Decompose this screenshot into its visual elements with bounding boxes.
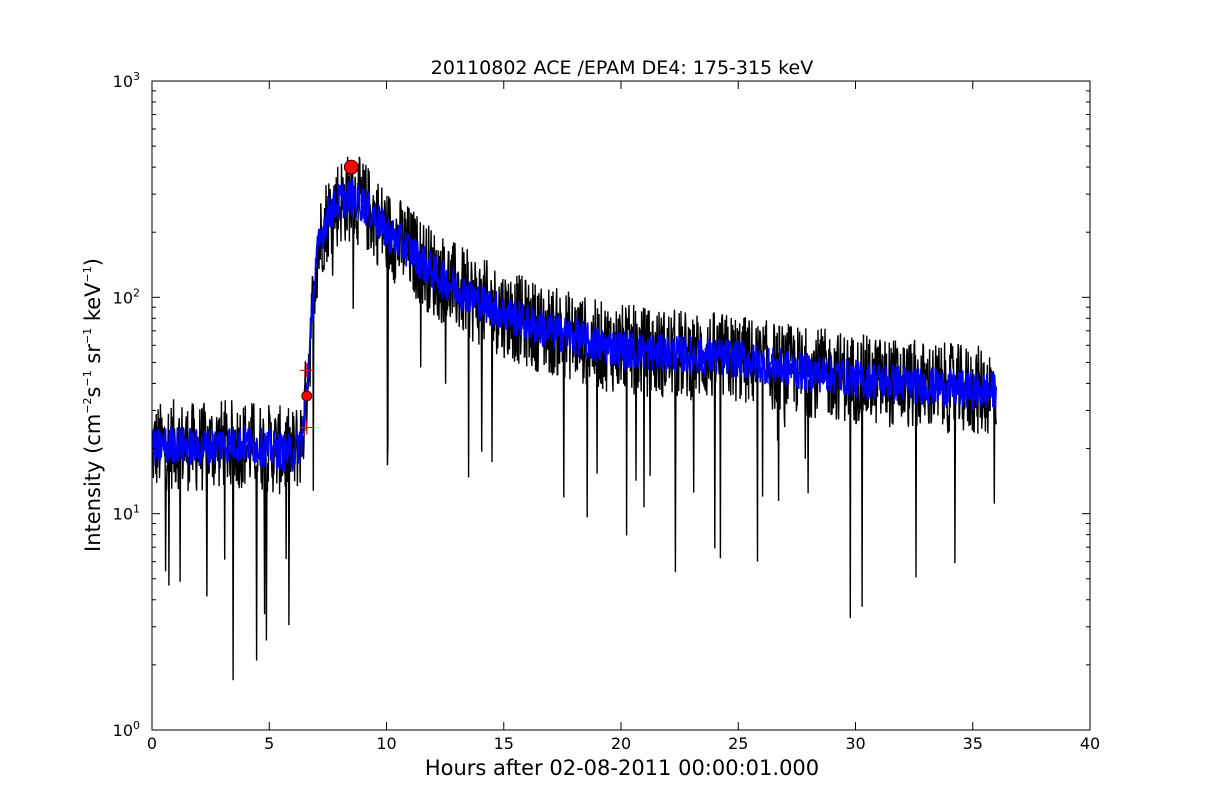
x-tick-label: 5 (264, 734, 274, 753)
x-tick-label: 25 (728, 734, 748, 753)
x-tick-label: 40 (1080, 734, 1100, 753)
marker-layer (299, 159, 359, 435)
x-tick-label: 15 (494, 734, 514, 753)
uncertainty-plus-marker (299, 363, 314, 378)
raw-intensity-line (152, 156, 997, 681)
x-axis: 0 5 10 15 20 25 30 35 40 (147, 81, 1100, 753)
x-tick-label: 30 (845, 734, 865, 753)
smoothed-intensity-line (152, 178, 997, 473)
onset-marker (301, 390, 313, 402)
y-label-mid1: s (81, 387, 105, 398)
uncertainty-plus-marker (299, 420, 314, 435)
x-tick-label: 20 (611, 734, 631, 753)
y-tick-label: 103 (113, 70, 140, 91)
y-tick-label: 101 (113, 503, 140, 524)
y-label-prefix: Intensity (cm (81, 414, 105, 552)
x-tick-label: 0 (147, 734, 157, 753)
y-label-sup3: −1 (81, 328, 94, 344)
y-label-sup4: −1 (81, 266, 94, 282)
y-axis: 100 101 102 103 (113, 70, 1090, 740)
series-layer (152, 156, 997, 681)
x-axis-label: Hours after 02-08-2011 00:00:01.000 (425, 756, 819, 780)
y-label-mid3: keV (81, 282, 105, 328)
y-axis-label: Intensity (cm−2s−1 sr−1 keV−1) (81, 258, 105, 552)
x-tick-label: 10 (376, 734, 396, 753)
y-label-mid2: sr (81, 344, 105, 371)
y-label-suffix: ) (81, 258, 105, 266)
plot-area: 0 5 10 15 20 25 30 35 40 100 101 102 103 (113, 70, 1101, 753)
chart-title: 20110802 ACE /EPAM DE4: 175-315 keV (431, 57, 813, 79)
y-tick-label: 100 (113, 719, 140, 740)
y-label-sup1: −2 (81, 397, 94, 413)
y-tick-label: 102 (113, 286, 140, 307)
peak-marker (343, 159, 359, 175)
y-label-sup2: −1 (81, 370, 94, 386)
x-tick-label: 35 (963, 734, 983, 753)
